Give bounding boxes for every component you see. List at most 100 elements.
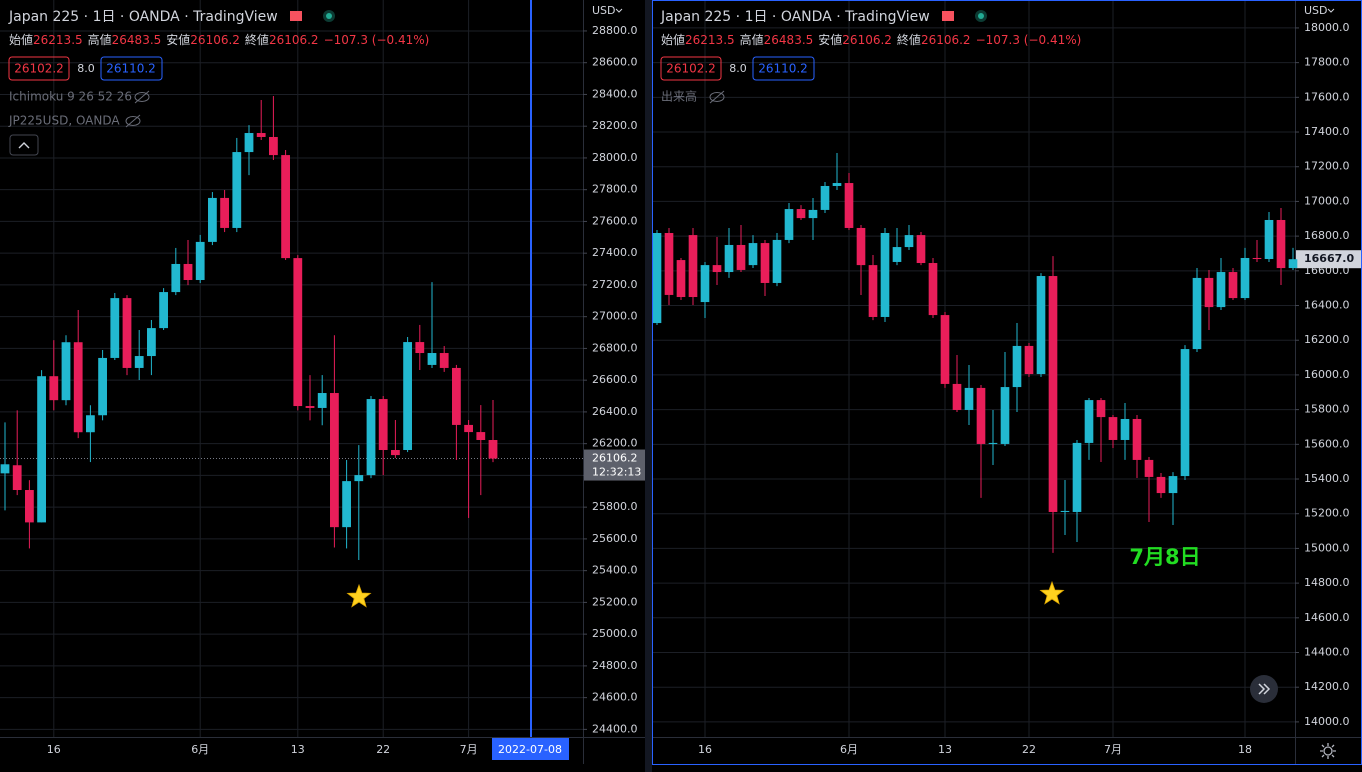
candle-body <box>784 209 794 240</box>
candle-body <box>1024 345 1034 375</box>
bid-box[interactable] <box>8 56 70 81</box>
indicator-label: 出来高 <box>661 89 697 104</box>
ask-box[interactable] <box>752 56 815 81</box>
candle-body <box>1180 349 1190 477</box>
collapse-button[interactable] <box>9 134 39 156</box>
x-tick-label: 6月 <box>840 743 858 756</box>
scroll-icon <box>1258 683 1271 695</box>
y-tick-label: 27000.0 <box>592 310 638 323</box>
candle-body <box>664 233 674 295</box>
candle-body <box>415 342 425 354</box>
annotation: 7月8日 <box>1129 545 1200 569</box>
y-tick-label: 14800.0 <box>1304 576 1350 589</box>
candle-body <box>183 263 193 281</box>
right-chart: 14000.0 14200.0 14400.0 14600.0 14800.0 15000… <box>652 0 1362 764</box>
candle-body <box>61 342 71 401</box>
y-tick-label: 26600.0 <box>592 373 638 386</box>
ohlc-change: −107.3 (−0.41%) <box>324 33 430 47</box>
candle-body <box>1204 277 1214 308</box>
candle-body <box>110 298 120 358</box>
candle-body <box>244 133 254 153</box>
crosshair-date: 2022-07-08 <box>498 743 562 756</box>
candle-body <box>1144 459 1154 477</box>
indicator-label: Ichimoku 9 26 52 26 <box>9 90 132 104</box>
candle-body <box>880 233 890 317</box>
candle-body <box>73 342 83 433</box>
hidden-eye-icon[interactable] <box>125 116 141 126</box>
y-tick-label: 14600.0 <box>1304 611 1350 624</box>
x-tick-label: 16 <box>47 743 61 756</box>
hidden-eye-icon[interactable] <box>134 92 150 102</box>
countdown-label: 12:32:13 <box>592 466 641 479</box>
candle-body <box>1252 257 1262 260</box>
candle-body <box>171 263 181 293</box>
candle-body <box>736 244 746 270</box>
ohlc-value: 26106.2 <box>269 33 319 47</box>
ohlc-value: 26106.2 <box>921 33 971 47</box>
candle-body <box>391 450 400 456</box>
ohlc-label: 安値 <box>166 32 190 47</box>
ask-box[interactable] <box>100 56 163 81</box>
crosshair-date-box <box>492 738 569 760</box>
status-dot-inner <box>978 13 984 19</box>
candle-body <box>1240 257 1250 299</box>
bid-box[interactable] <box>660 56 722 81</box>
x-tick-label: 7月 <box>1104 743 1122 756</box>
y-tick-label: 15800.0 <box>1304 403 1350 416</box>
settings-icon[interactable] <box>1320 743 1336 759</box>
candle-body <box>856 227 866 266</box>
candle-body <box>159 292 168 329</box>
candle-body <box>760 243 770 283</box>
candle-body <box>916 235 926 264</box>
y-tick-label: 26400.0 <box>592 405 638 418</box>
candle-body <box>700 265 710 303</box>
candle-body <box>952 383 962 410</box>
candle-body <box>688 235 698 298</box>
candle-body <box>832 183 842 186</box>
candle-body <box>147 328 156 357</box>
candle-body <box>476 432 486 441</box>
y-tick-label: 16200.0 <box>1304 333 1350 346</box>
x-tick-label: 7月 <box>460 743 478 756</box>
spread: 8.0 <box>729 62 747 75</box>
candle-body <box>652 233 662 324</box>
chart-title: Japan 225 · 1日 · OANDA · TradingView <box>660 9 930 25</box>
y-tick-label: 27800.0 <box>592 183 638 196</box>
ohlc-value: 26213.5 <box>33 33 83 47</box>
y-tick-label: 24400.0 <box>592 722 638 735</box>
hidden-eye-icon[interactable] <box>709 92 725 102</box>
candle-body <box>748 243 758 266</box>
candle-body <box>366 399 376 476</box>
candle-body <box>1036 276 1046 375</box>
candle-body <box>256 133 266 137</box>
y-tick-label: 15400.0 <box>1304 472 1350 485</box>
y-tick-label: 16000.0 <box>1304 368 1350 381</box>
candle-body <box>1096 400 1106 418</box>
status-dot-inner <box>326 13 332 19</box>
candle-body <box>208 197 217 242</box>
y-tick-label: 25200.0 <box>592 595 638 608</box>
candle-body <box>49 376 59 401</box>
gear-rays <box>1320 743 1336 759</box>
candle-body <box>724 244 734 273</box>
y-tick-label: 15000.0 <box>1304 541 1350 554</box>
y-tick-label: 24800.0 <box>592 659 638 672</box>
y-tick-label: 18000.0 <box>1304 21 1350 34</box>
candle-body <box>1072 442 1082 512</box>
candle-body <box>940 315 950 384</box>
candle-body <box>976 387 986 444</box>
y-tick-label: 16400.0 <box>1304 299 1350 312</box>
y-tick-label: 28200.0 <box>592 119 638 132</box>
scroll-button[interactable] <box>1250 675 1278 703</box>
ohlc-value: 26483.5 <box>112 33 162 47</box>
candle-body <box>281 155 290 259</box>
hidden-eye-slash <box>134 90 150 104</box>
left-chart: 24400.0 24600.0 24800.0 25000.0 25200.0 25400… <box>0 0 645 764</box>
currency-label: USD <box>1304 4 1328 17</box>
y-tick-label: 14000.0 <box>1304 715 1350 728</box>
flag-icon <box>942 11 954 21</box>
y-tick-label: 25800.0 <box>592 500 638 513</box>
y-tick-label: 26800.0 <box>592 341 638 354</box>
candle-body <box>134 356 144 368</box>
candle-body <box>305 406 315 408</box>
